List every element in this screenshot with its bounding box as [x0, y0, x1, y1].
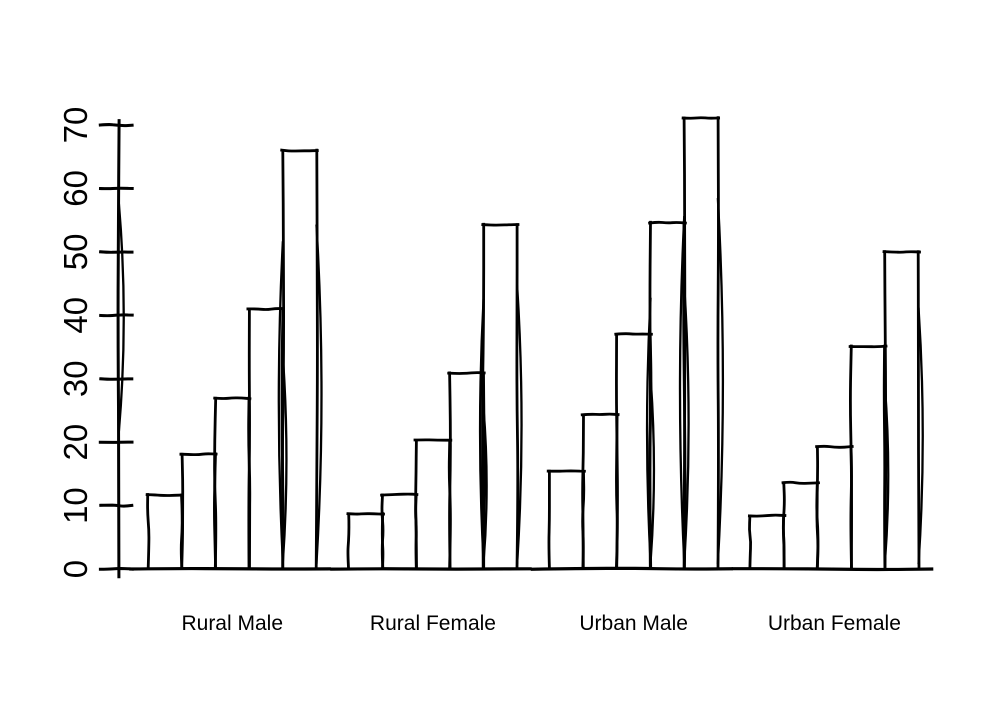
bar-top-edge [213, 396, 252, 401]
group-baseline [731, 567, 934, 572]
y-axis-tick [99, 313, 134, 318]
bar-fill [750, 515, 784, 569]
bar-left-edge [380, 493, 385, 570]
bar-left-edge [481, 222, 486, 570]
bar-fill [483, 224, 518, 569]
bar-top-edge [614, 332, 653, 336]
bar-edge-sketch-stroke [645, 297, 652, 563]
bar-right-edge [314, 148, 319, 570]
bar-left-edge [815, 445, 820, 570]
bar-left-edge [414, 439, 418, 570]
bar-fill [583, 414, 617, 569]
y-tick-label: 50 [57, 233, 94, 270]
bar-fill [382, 494, 417, 569]
bar-left-edge [849, 344, 853, 570]
bar-fill [549, 471, 584, 569]
bar-edge-sketch-stroke [482, 407, 488, 565]
y-axis-tick [99, 377, 134, 381]
bar-top-edge [580, 412, 620, 417]
bar-top-edge [747, 513, 787, 518]
bar-edge-sketch-stroke [649, 375, 656, 565]
x-category-label: Urban Female [768, 612, 901, 635]
bar-fill [215, 398, 250, 569]
bar-left-edge [346, 512, 351, 570]
x-category-label: Urban Male [579, 612, 688, 635]
bar-top-edge [280, 148, 319, 153]
bar-fill [416, 440, 450, 569]
bar-left-edge [448, 371, 452, 570]
bar-left-edge [648, 220, 652, 570]
bar-fill [148, 494, 182, 569]
bar-left-edge [781, 481, 786, 570]
bar-edge-sketch-stroke [678, 215, 686, 563]
bar-edge-sketch-stroke [515, 285, 523, 565]
bar-fill [181, 454, 216, 569]
bar-fill [616, 334, 651, 569]
bar-left-edge [581, 413, 585, 570]
y-axis-tick [98, 250, 134, 254]
bar-top-edge [848, 344, 888, 349]
bar-top-edge [246, 307, 285, 311]
bar-top-edge [648, 220, 687, 225]
bar-fill [851, 346, 885, 569]
y-tick-label: 60 [57, 170, 94, 207]
bar-top-edge [179, 452, 218, 457]
y-axis-tick [99, 503, 134, 508]
bar-left-edge [146, 493, 151, 570]
y-tick-label: 70 [57, 107, 94, 144]
bar-edge-sketch-stroke [917, 307, 924, 565]
bar-top-edge [380, 492, 419, 497]
bar-fill [817, 446, 852, 569]
bar-left-edge [748, 514, 753, 570]
bar-edge-sketch-stroke [478, 299, 485, 563]
bar-fill [650, 222, 685, 569]
bar-left-edge [682, 116, 687, 570]
y-tick-label: 20 [57, 424, 94, 461]
bar-left-edge [213, 396, 218, 570]
bar-top-edge [815, 444, 854, 449]
bar-edge-sketch-stroke [315, 224, 323, 565]
y-tick-label: 0 [57, 560, 94, 578]
bar-top-edge [447, 371, 486, 375]
bar-left-edge [180, 452, 185, 570]
bar-top-edge [781, 480, 820, 485]
bar-top-edge [681, 116, 721, 120]
x-category-label: Rural Female [370, 612, 496, 635]
bar-top-edge [882, 250, 921, 254]
bar-fill [249, 308, 283, 569]
bar-left-edge [883, 250, 888, 570]
y-axis-line [116, 119, 121, 579]
bar-fill [348, 513, 383, 569]
y-axis-tick [98, 123, 134, 128]
bar-fill [449, 373, 484, 569]
bar-left-edge [247, 307, 251, 570]
y-tick-label: 10 [57, 487, 94, 524]
y-axis-sketch-stroke [117, 203, 125, 432]
bar-edge-sketch-stroke [277, 241, 285, 563]
x-category-label: Rural Male [181, 612, 283, 635]
bar-fill [282, 150, 317, 569]
bar-right-edge [515, 223, 520, 570]
bar-fill [884, 251, 919, 569]
bar-fill [684, 118, 718, 569]
bar-fill [783, 482, 818, 569]
bar-edge-sketch-stroke [716, 197, 725, 565]
bar-right-edge [916, 250, 921, 570]
y-axis-tick [98, 566, 134, 571]
bar-left-edge [281, 149, 286, 570]
bar-left-edge [615, 333, 619, 570]
bar-top-edge [481, 223, 520, 227]
group-baseline [530, 566, 733, 571]
y-tick-label: 40 [57, 297, 94, 334]
bar-top-edge [145, 493, 184, 497]
y-tick-label: 30 [57, 360, 94, 397]
